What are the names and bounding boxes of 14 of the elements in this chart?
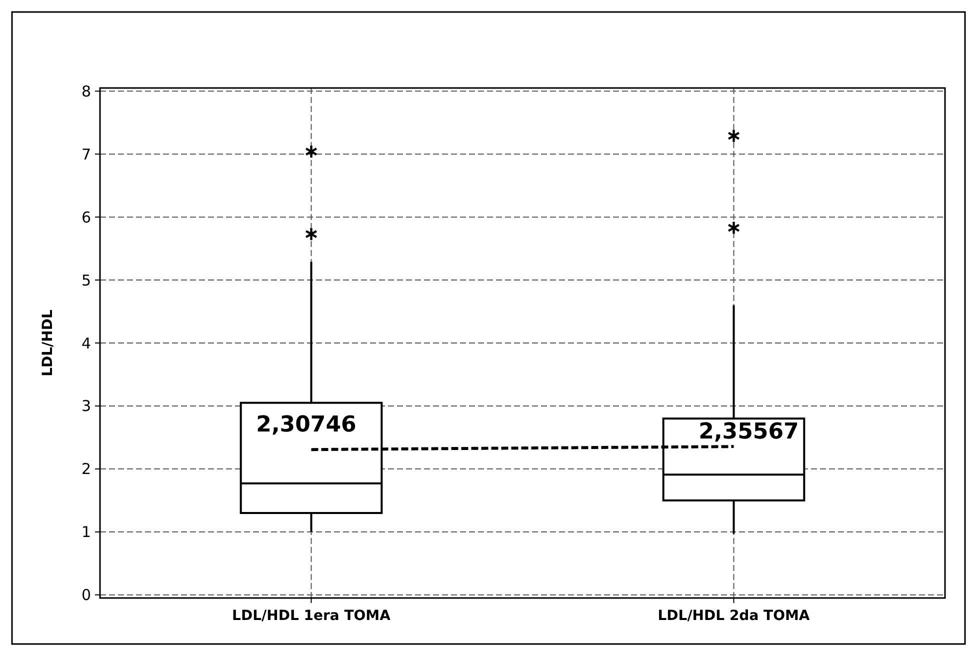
- y-tick-label: 5: [81, 271, 91, 290]
- y-tick-label: 2: [81, 460, 91, 478]
- data-label: 2,30746: [256, 412, 356, 438]
- y-tick-label: 1: [81, 523, 91, 542]
- y-tick-label: 6: [81, 208, 91, 226]
- y-tick-label: 4: [81, 334, 91, 352]
- data-label: 2,35567: [698, 420, 799, 445]
- y-tick-label: 7: [81, 145, 91, 164]
- y-tick-label: 8: [81, 82, 91, 100]
- x-tick-label: LDL/HDL 1era TOMA: [232, 608, 391, 624]
- y-axis-title: LDL/HDL: [40, 310, 56, 376]
- y-tick-label: 0: [81, 586, 91, 604]
- y-tick-label: 3: [81, 397, 91, 416]
- x-tick-label: LDL/HDL 2da TOMA: [658, 608, 810, 624]
